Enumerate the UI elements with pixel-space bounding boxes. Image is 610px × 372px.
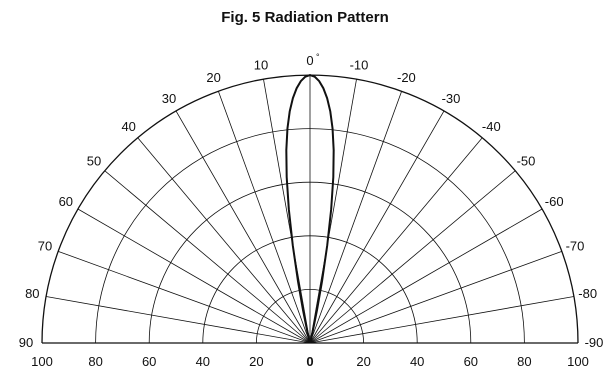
radial-tick-label: 60 <box>142 354 156 369</box>
radial-tick-label: 80 <box>517 354 531 369</box>
degree-symbol: ° <box>316 52 320 62</box>
spoke-30 <box>175 110 311 344</box>
radial-tick-label: 20 <box>249 354 263 369</box>
spoke-70 <box>58 250 311 344</box>
angle-tick-label: -10 <box>350 57 369 72</box>
angle-tick-label: 90 <box>19 335 33 350</box>
radial-tick-label: 0 <box>306 354 313 369</box>
spoke-80 <box>46 296 311 344</box>
angle-tick-label: 30 <box>162 91 176 106</box>
angle-tick-label: -40 <box>482 119 501 134</box>
angle-tick-label: 60 <box>59 194 73 209</box>
radial-tick-label: 40 <box>196 354 210 369</box>
radial-tick-label: 40 <box>410 354 424 369</box>
spoke-60 <box>77 208 311 344</box>
angle-tick-label: -70 <box>566 239 585 254</box>
radial-tick-label: 60 <box>464 354 478 369</box>
spoke--60 <box>309 208 543 344</box>
spoke--20 <box>309 91 403 344</box>
spoke--80 <box>309 296 574 344</box>
chart-title: Fig. 5 Radiation Pattern <box>221 9 389 26</box>
angle-tick-label: -60 <box>545 194 564 209</box>
spoke--10 <box>309 79 357 344</box>
radial-tick-label: 20 <box>356 354 370 369</box>
angle-tick-label: -30 <box>442 91 461 106</box>
angle-tick-label: 0 <box>306 53 313 68</box>
spoke-20 <box>217 91 311 344</box>
radial-tick-label: 100 <box>567 354 589 369</box>
angle-tick-labels: 90 80 70 60 50 40 30 20 10 0 ° -10 -20 -30 -40 -50 -60 -7… <box>19 52 604 350</box>
angle-tick-label: 70 <box>38 239 52 254</box>
angular-grid-spokes <box>42 75 578 344</box>
angle-tick-label: -50 <box>517 154 536 169</box>
radial-tick-label: 80 <box>88 354 102 369</box>
radiation-pattern-curve <box>285 73 335 344</box>
angle-tick-label: -90 <box>585 335 604 350</box>
spoke--40 <box>309 137 483 344</box>
angle-tick-label: 50 <box>87 154 101 169</box>
spoke-40 <box>137 137 311 344</box>
spoke--70 <box>309 250 562 344</box>
angle-tick-label: 20 <box>206 70 220 85</box>
spoke-10 <box>263 79 311 344</box>
spoke--50 <box>309 170 516 344</box>
angle-tick-label: -80 <box>578 286 597 301</box>
angle-tick-label: -20 <box>397 70 416 85</box>
spoke-50 <box>104 170 311 344</box>
spoke--30 <box>309 110 445 344</box>
radial-tick-labels: 100 80 60 40 20 0 20 40 60 80 100 <box>31 354 589 369</box>
angle-tick-label: 10 <box>254 57 268 72</box>
angle-tick-label: 80 <box>25 286 39 301</box>
angle-tick-label: 40 <box>121 119 135 134</box>
radial-tick-label: 100 <box>31 354 53 369</box>
